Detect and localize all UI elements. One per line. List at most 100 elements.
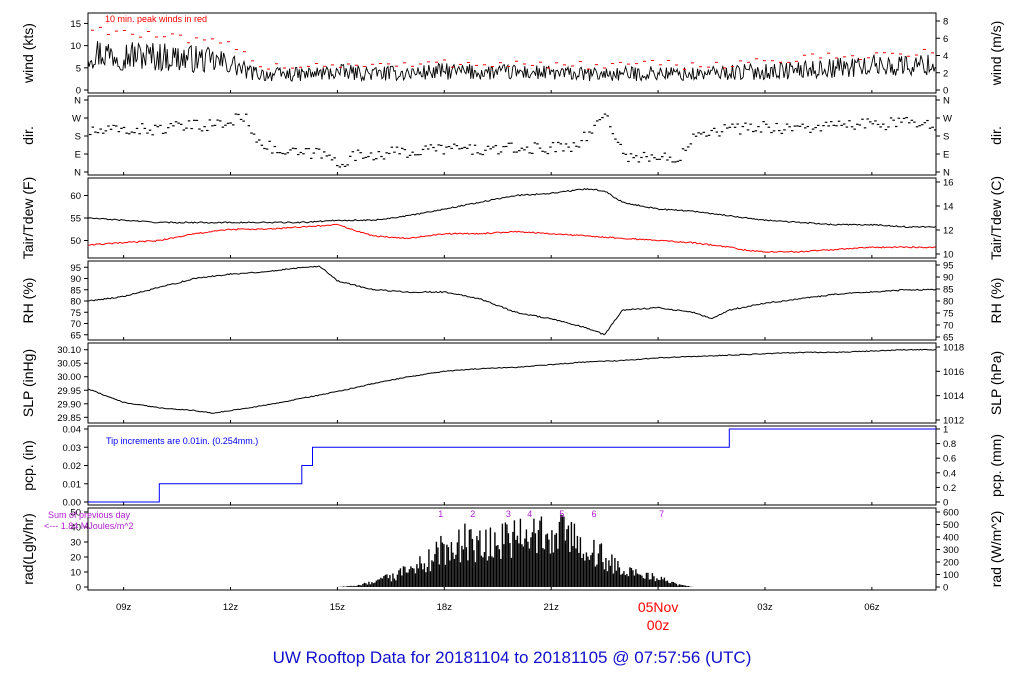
- panel-precip: 0.00 0.01 0.02 0.03 0.04 0 0.2 0.4 0.6 0.8 1 pcp. (…: [20, 425, 1004, 509]
- ytick-label-left: 10: [70, 41, 81, 52]
- ytick-label-left: 55: [70, 214, 81, 225]
- ylabel-right: dir.: [988, 126, 1004, 145]
- ytick-label-right: 2: [943, 68, 948, 79]
- ytick-label-left: N: [74, 96, 81, 107]
- ytick-label-left: 0.02: [63, 461, 82, 472]
- xtick-label-date: 05Nov: [638, 599, 678, 615]
- ytick-label-left: 29.90: [57, 399, 81, 410]
- ytick-label-right: 6: [943, 34, 948, 45]
- ytick-label-left: 50: [70, 508, 81, 519]
- ytick-label-right: 500: [943, 520, 959, 531]
- ytick-label-left: 0.01: [63, 479, 82, 490]
- ytick-label-right: 600: [943, 508, 959, 519]
- marker-label: 4: [527, 509, 532, 519]
- ytick-label-right: 0.6: [943, 454, 956, 465]
- ytick-label-left: 40: [70, 523, 81, 534]
- ytick-label-right: 75: [943, 309, 954, 320]
- ytick-label-left: 15: [70, 19, 81, 30]
- marker-label: 1: [438, 509, 443, 519]
- ytick-label-right: 1016: [943, 367, 964, 378]
- ytick-label-left: 30.10: [57, 345, 81, 356]
- ytick-label-right: 12: [943, 226, 954, 237]
- marker-label: 7: [659, 509, 664, 519]
- ytick-label-right: 80: [943, 297, 954, 308]
- ytick-label-left: 29.95: [57, 386, 81, 397]
- ytick-label-right: 1: [943, 425, 948, 436]
- series-accumulated-precipitation: [88, 428, 936, 503]
- ytick-label-left: W: [72, 114, 81, 125]
- ytick-label-right: 10: [943, 250, 954, 261]
- ytick-label-right: 0.4: [943, 468, 956, 479]
- ylabel-left: pcp. (in): [20, 440, 36, 491]
- plot-area: [88, 26, 936, 83]
- series-wind-speed: [88, 41, 936, 83]
- ylabel-left: Tair/Tdew (F): [20, 177, 36, 259]
- ytick-label-right: 16: [943, 178, 954, 189]
- ytick-label-right: 400: [943, 533, 959, 544]
- xtick-label: 12z: [223, 602, 239, 613]
- plot-area: [338, 514, 694, 587]
- ytick-label-right: 0: [943, 498, 948, 509]
- ytick-label-left: 95: [70, 263, 81, 274]
- ytick-label-right: 100: [943, 570, 959, 581]
- plot-area: [88, 265, 936, 336]
- ytick-label-left: S: [75, 132, 81, 143]
- ylabel-right: RH (%): [988, 278, 1004, 324]
- ytick-label-right: 90: [943, 273, 954, 284]
- ytick-label-left: 29.85: [57, 413, 81, 424]
- ytick-label-right: 0.8: [943, 439, 956, 450]
- plot-area: [89, 113, 936, 168]
- ylabel-left: wind (kts): [20, 23, 36, 84]
- ylabel-left: dir.: [20, 126, 36, 145]
- ytick-label-left: 70: [70, 319, 81, 330]
- ylabel-left: RH (%): [20, 278, 36, 324]
- panel-frame: [87, 260, 937, 341]
- ytick-label-right: S: [943, 132, 949, 143]
- plot-area: [88, 428, 936, 503]
- series-sea-level-pressure: [88, 348, 936, 414]
- ytick-label-left: 10: [70, 568, 81, 579]
- xtick-label: 15z: [330, 602, 346, 613]
- ytick-label-left: 0: [76, 86, 81, 97]
- chart-title: UW Rooftop Data for 20181104 to 20181105…: [272, 648, 752, 667]
- ytick-label-left: 5: [76, 63, 81, 74]
- ytick-label-right: 1018: [943, 343, 964, 354]
- ylabel-right: Tair/Tdew (C): [988, 176, 1004, 260]
- panel-wind: 0 5 10 15 0 2 4 6 8 wind (kts) wind (m/s) 10 min. p…: [20, 12, 1004, 97]
- panel-pressure: 29.85 29.90 29.95 30.00 30.05 30.10 1012 1014 10…: [20, 342, 1004, 427]
- ytick-label-left: 50: [70, 236, 81, 247]
- marker-label: 5: [559, 509, 564, 519]
- ytick-label-right: 0: [943, 86, 948, 97]
- ytick-label-right: 14: [943, 202, 954, 213]
- ytick-label-right: 300: [943, 545, 959, 556]
- panel-radiation: 010203040500100200300400500600rad(Lgly/h…: [20, 507, 1004, 594]
- ylabel-right: rad (W/m^2): [988, 511, 1004, 588]
- xtick-label: 03z: [757, 602, 773, 613]
- ytick-label-right: 95: [943, 261, 954, 272]
- ytick-label-right: 1012: [943, 416, 964, 427]
- annotation-text: Tip increments are 0.01in. (0.254mm.): [106, 436, 258, 446]
- ytick-label-right: 85: [943, 285, 954, 296]
- ytick-label-right: 8: [943, 17, 948, 28]
- ytick-label-left: E: [75, 150, 81, 161]
- xtick-label: 21z: [544, 602, 560, 613]
- ytick-label-left: 30.05: [57, 359, 81, 370]
- ytick-label-right: W: [943, 114, 952, 125]
- xtick-label: 18z: [437, 602, 453, 613]
- ytick-label-left: 85: [70, 285, 81, 296]
- ytick-label-left: 0: [76, 583, 81, 594]
- ytick-label-left: 0.04: [63, 425, 82, 436]
- panel-frame: [87, 342, 937, 424]
- xtick-label: 09z: [116, 602, 132, 613]
- panel-frame: [87, 177, 937, 259]
- ytick-label-left: 30.00: [57, 372, 81, 383]
- annotation-line: <--- 1.84 MJoules/m^2: [44, 521, 134, 531]
- xtick-label: 06z: [864, 602, 880, 613]
- ytick-label-right: 70: [943, 321, 954, 332]
- ytick-label-right: N: [943, 96, 950, 107]
- plot-area: [88, 187, 936, 253]
- ytick-label-left: 0.03: [63, 443, 82, 454]
